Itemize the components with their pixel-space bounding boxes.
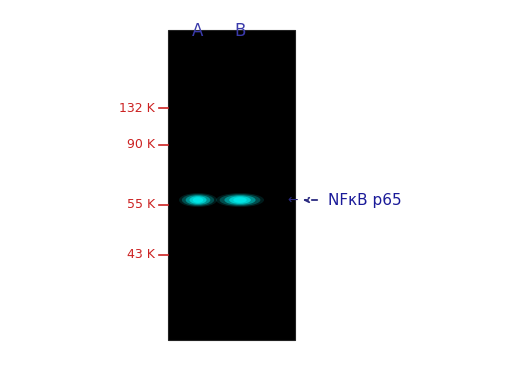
Text: 55 K: 55 K	[127, 198, 155, 212]
Ellipse shape	[233, 197, 247, 203]
Ellipse shape	[186, 195, 210, 205]
Text: 90 K: 90 K	[127, 138, 155, 151]
Ellipse shape	[189, 196, 206, 204]
Text: NFκB p65: NFκB p65	[328, 192, 401, 208]
Text: 43 K: 43 K	[127, 249, 155, 262]
Ellipse shape	[193, 197, 203, 203]
Text: B: B	[234, 22, 246, 40]
Ellipse shape	[179, 193, 217, 207]
Bar	[168, 30, 295, 340]
Ellipse shape	[224, 195, 255, 205]
Ellipse shape	[229, 196, 251, 204]
Ellipse shape	[220, 194, 261, 206]
Text: 132 K: 132 K	[119, 101, 155, 114]
Ellipse shape	[182, 194, 214, 206]
Ellipse shape	[216, 193, 264, 207]
Text: ←: ←	[288, 194, 298, 206]
Text: A: A	[193, 22, 204, 40]
